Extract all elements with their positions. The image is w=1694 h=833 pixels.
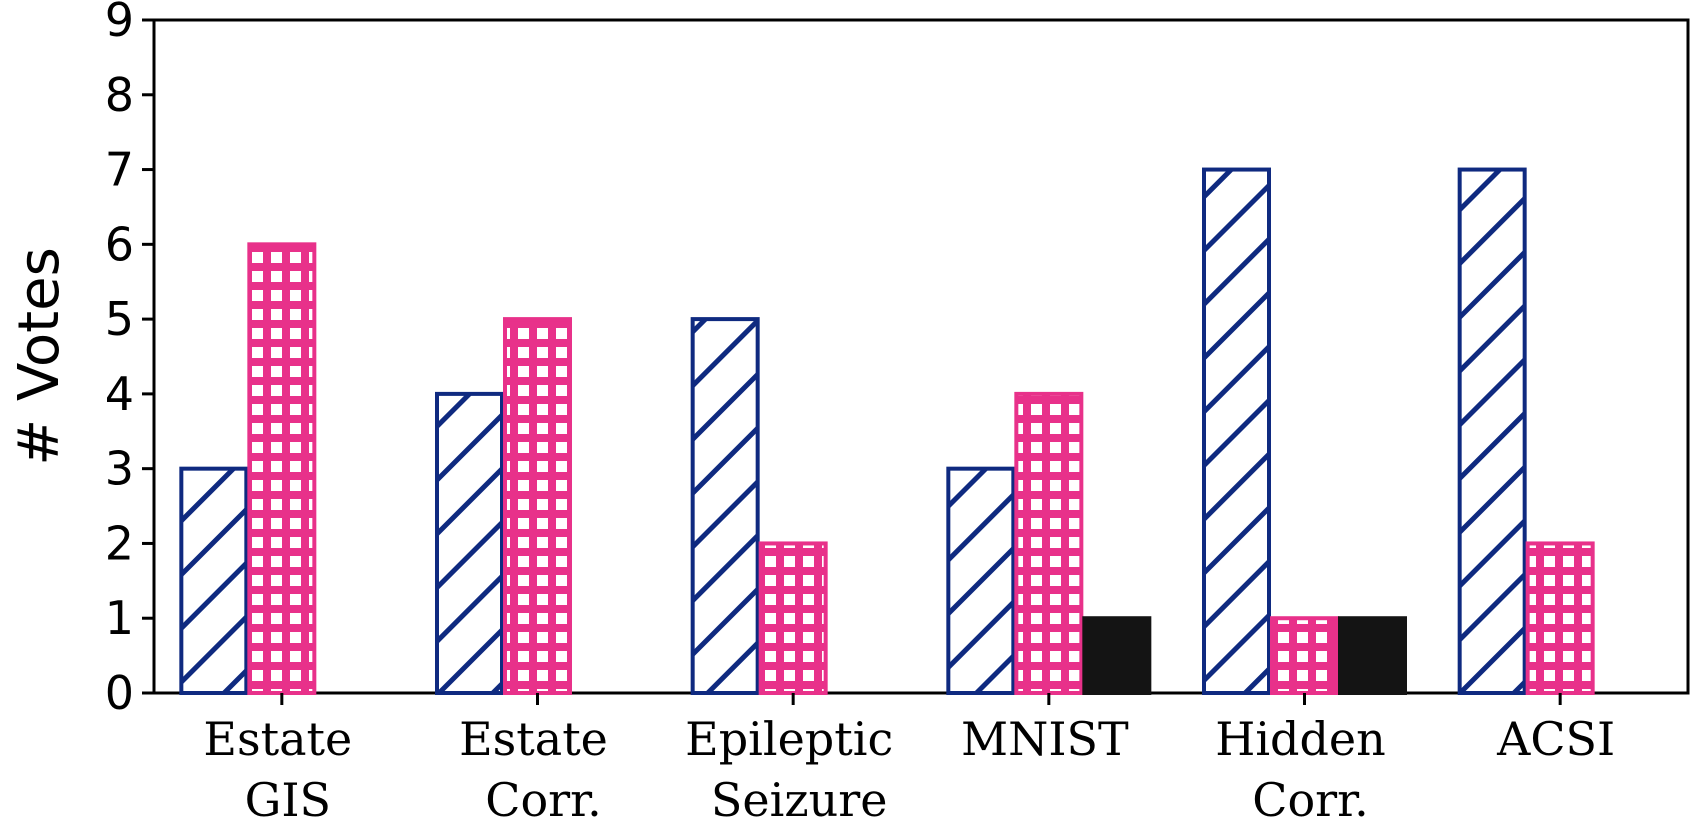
bar-series-1-5 [1457,167,1527,696]
y-axis: 0 1 2 3 4 5 6 7 8 9 [105,0,154,720]
y-tick-label: 2 [105,516,134,570]
axes [152,18,1690,695]
x-tick-label: GIS [245,773,331,827]
bar-series-1-4 [1202,167,1271,696]
bar-series-1-0 [179,466,249,695]
y-tick-label: 9 [105,0,134,47]
x-tick-label: Corr. [1252,773,1368,827]
y-tick-label: 7 [105,143,134,197]
y-tick-label: 3 [105,442,134,496]
x-tick-label: Corr. [485,773,601,827]
bar-series-2-1 [503,317,572,695]
bar-series-1-1 [435,391,504,695]
y-tick-label: 0 [105,666,134,720]
bar-series-2-2 [758,541,828,696]
bar-series-2-4 [1270,616,1339,696]
x-tick-label: Hidden [1215,712,1386,766]
plot-frame [152,18,1690,695]
y-axis-title: # Votes [7,247,72,466]
bar-series-1-3 [946,466,1016,695]
y-tick-label: 1 [105,591,134,645]
x-tick-label: MNIST [961,712,1129,766]
x-tick-label: Estate [459,712,608,766]
bar-series-3-4 [1338,616,1407,696]
y-tick-label: 6 [105,217,134,271]
bar-series-2-0 [247,242,317,695]
x-tick-label: ACSI [1496,712,1615,766]
y-tick-label: 4 [105,367,134,421]
y-tick-label: 8 [105,68,134,122]
bar-series-1-2 [690,317,760,695]
x-axis: Estate GIS Estate Corr. Epileptic Seizure MNIS… [203,693,1615,827]
bars [179,167,1595,696]
bar-series-2-5 [1525,541,1595,696]
y-tick-label: 5 [105,292,134,346]
x-tick-label: Epileptic [685,712,893,766]
x-tick-label: Estate [203,712,352,766]
bar-series-3-3 [1082,616,1152,696]
x-tick-label: Seizure [711,773,888,827]
bar-series-2-3 [1014,391,1084,695]
